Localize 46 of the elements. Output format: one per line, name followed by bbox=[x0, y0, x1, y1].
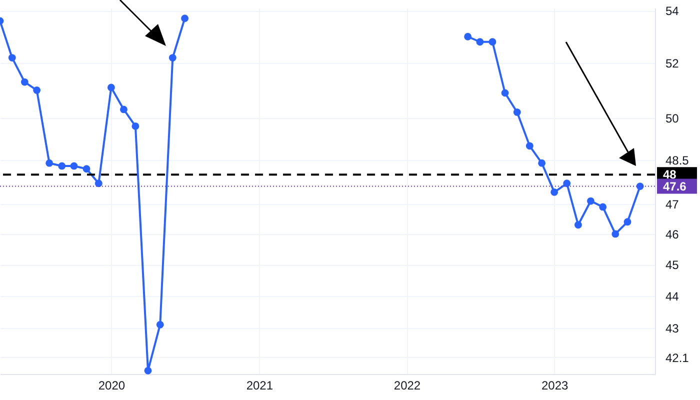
point bbox=[574, 221, 582, 229]
point bbox=[70, 162, 78, 170]
point bbox=[550, 188, 558, 196]
point bbox=[599, 203, 607, 211]
point bbox=[181, 14, 188, 22]
point bbox=[624, 218, 632, 226]
point bbox=[46, 159, 54, 167]
point bbox=[587, 197, 594, 205]
point bbox=[82, 165, 90, 173]
y-tick-label: 44 bbox=[666, 289, 680, 304]
point bbox=[144, 366, 152, 374]
y-tick-label: 54 bbox=[666, 4, 680, 18]
y-tick-label: 43 bbox=[666, 321, 680, 336]
point bbox=[132, 122, 140, 130]
point bbox=[156, 320, 164, 328]
y-tick-label: 50 bbox=[666, 111, 680, 126]
point bbox=[107, 84, 115, 92]
y-tick-label: 46 bbox=[666, 227, 680, 242]
x-tick-label: 2022 bbox=[394, 378, 421, 392]
y-tick-label: 42.1 bbox=[666, 350, 690, 365]
point bbox=[94, 180, 102, 188]
point bbox=[8, 54, 16, 62]
ref-line-label: 48 bbox=[663, 168, 677, 182]
x-tick-label: 2020 bbox=[98, 378, 126, 392]
point bbox=[464, 32, 472, 40]
y-tick-label: 45 bbox=[666, 258, 680, 272]
point bbox=[538, 159, 546, 167]
point bbox=[488, 38, 496, 46]
point bbox=[20, 78, 28, 86]
point bbox=[476, 38, 484, 46]
y-tick-label: 48.5 bbox=[666, 154, 690, 168]
point bbox=[501, 89, 509, 97]
y-tick-label: 47 bbox=[666, 197, 680, 212]
point bbox=[563, 180, 571, 188]
x-tick-label: 2021 bbox=[246, 378, 274, 392]
ref-line-label: 47.6 bbox=[663, 179, 687, 194]
point bbox=[120, 106, 128, 114]
point bbox=[58, 162, 66, 170]
point bbox=[513, 108, 521, 116]
point bbox=[636, 182, 644, 190]
y-tick-label: 52 bbox=[666, 56, 680, 71]
point bbox=[33, 86, 40, 94]
point bbox=[612, 230, 620, 238]
point bbox=[168, 54, 176, 62]
x-tick-label: 2023 bbox=[541, 378, 568, 392]
point bbox=[526, 142, 534, 150]
